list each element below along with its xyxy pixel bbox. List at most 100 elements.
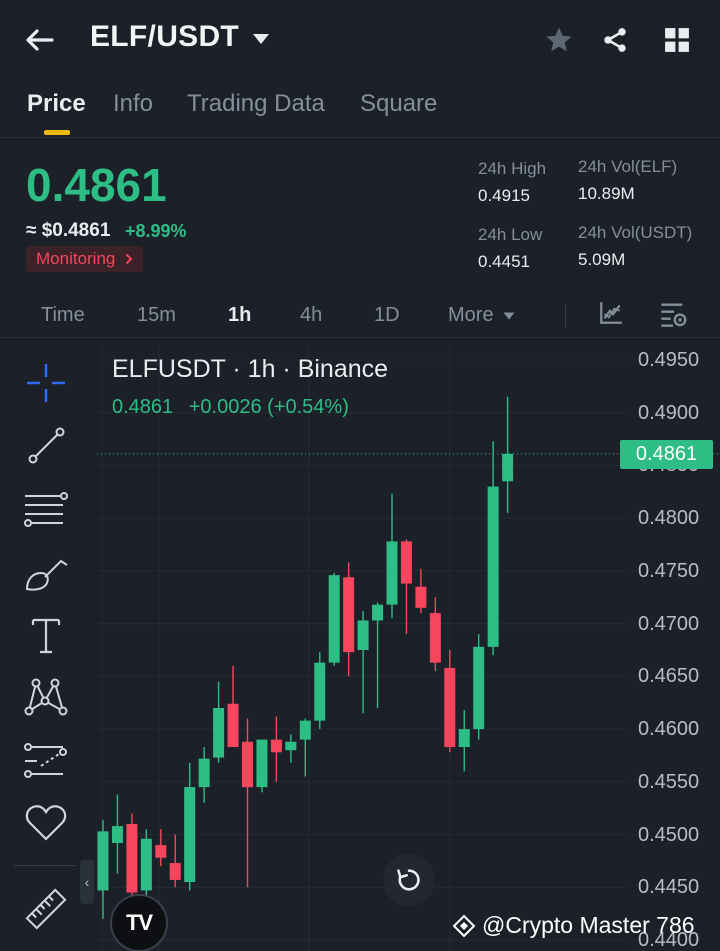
interval-time[interactable]: Time xyxy=(41,304,85,326)
crosshair-tool[interactable] xyxy=(20,357,72,409)
price-axis-label: 0.4600 xyxy=(638,718,700,741)
fib-tool[interactable] xyxy=(20,483,72,535)
candle-body xyxy=(184,787,196,882)
vol-quote-value: 5.09M xyxy=(578,250,626,269)
price-axis-label: 0.4900 xyxy=(638,401,700,424)
vol-base-value: 10.89M xyxy=(578,184,635,203)
brush-tool[interactable] xyxy=(20,548,72,600)
text-icon xyxy=(31,618,61,654)
candle-body xyxy=(256,739,268,788)
toolbar-divider xyxy=(14,865,76,866)
pair-title[interactable]: ELF/USDT xyxy=(90,20,240,53)
forecast-tool[interactable] xyxy=(20,735,72,787)
active-tab-indicator xyxy=(44,130,70,135)
monitoring-label: Monitoring xyxy=(36,249,116,268)
interval-divider xyxy=(565,304,566,328)
trend-line-tool[interactable] xyxy=(20,419,72,471)
chevron-right-icon xyxy=(126,253,133,265)
candle-body xyxy=(270,739,282,753)
back-arrow-icon xyxy=(26,29,54,51)
interval-1h[interactable]: 1h xyxy=(228,304,252,326)
reset-icon xyxy=(397,869,420,891)
pattern-tool[interactable] xyxy=(20,671,72,723)
tradingview-logo: TV xyxy=(110,894,168,951)
favorite-tool[interactable] xyxy=(20,797,72,849)
favorite-icon xyxy=(25,805,67,841)
price-axis-label: 0.4800 xyxy=(638,507,700,530)
candle-body xyxy=(140,838,152,891)
candle-body xyxy=(299,720,311,740)
indicator-icon[interactable] xyxy=(598,300,624,331)
interval-more[interactable]: More xyxy=(448,304,515,327)
vol-base-label: 24h Vol(ELF) xyxy=(578,157,678,176)
tab-square[interactable]: Square xyxy=(360,90,438,117)
share-icon[interactable] xyxy=(597,22,633,58)
price-axis-label: 0.4450 xyxy=(638,876,700,899)
caret-down-icon xyxy=(503,312,515,320)
low-value: 0.4451 xyxy=(478,252,530,271)
candle-body xyxy=(343,577,355,653)
candle-body xyxy=(357,620,369,650)
monitoring-badge[interactable]: Monitoring xyxy=(26,246,144,272)
candle-body xyxy=(386,541,398,605)
reset-chart-button[interactable] xyxy=(383,854,435,906)
chart-settings-icon[interactable] xyxy=(659,300,687,333)
toolbar-collapse-button[interactable]: ‹ xyxy=(80,860,94,904)
candle-body xyxy=(97,831,109,891)
interval-more-label: More xyxy=(448,304,494,326)
tab-info[interactable]: Info xyxy=(113,90,154,117)
interval-1d[interactable]: 1D xyxy=(374,304,400,326)
grid-menu-icon[interactable] xyxy=(659,22,695,58)
candle-body xyxy=(285,741,297,751)
high-value: 0.4915 xyxy=(478,186,530,205)
brush-icon xyxy=(25,559,68,591)
forecast-icon xyxy=(24,743,67,778)
high-label: 24h High xyxy=(478,159,547,178)
fib-lines-icon xyxy=(24,492,68,527)
chart-symbol-title: ELFUSDT · 1h · Binance xyxy=(112,355,389,383)
chart-change-pct: (+0.54%) xyxy=(267,396,349,418)
price-axis-label: 0.4650 xyxy=(638,665,700,688)
last-price-tag: 0.4861 xyxy=(620,440,713,469)
vol-quote-label: 24h Vol(USDT) xyxy=(578,223,693,242)
crosshair-icon xyxy=(27,364,65,402)
candle-body xyxy=(429,613,441,663)
candle-body xyxy=(458,729,470,748)
candle-body xyxy=(213,708,225,758)
candlestick-chart[interactable] xyxy=(97,345,720,951)
candle-body xyxy=(444,667,456,748)
ruler-tool[interactable] xyxy=(20,883,72,935)
last-price: 0.4861 xyxy=(26,159,167,211)
price-axis-label: 0.4750 xyxy=(638,559,700,582)
candle-body xyxy=(155,845,167,858)
price-axis-label: 0.4700 xyxy=(638,612,700,635)
pair-dropdown-icon[interactable] xyxy=(252,32,270,50)
chart-last-price: 0.4861 xyxy=(112,396,174,418)
tab-price[interactable]: Price xyxy=(27,90,86,117)
candle-body xyxy=(242,741,253,788)
back-button[interactable] xyxy=(24,20,68,60)
candle-body xyxy=(198,758,210,788)
watermark: @Crypto Master 786 xyxy=(452,912,695,939)
candle-body xyxy=(400,541,412,584)
candle-body xyxy=(487,486,499,647)
interval-4h[interactable]: 4h xyxy=(300,304,323,326)
low-label: 24h Low xyxy=(478,225,543,244)
tab-trading-data[interactable]: Trading Data xyxy=(187,90,325,117)
candle-body xyxy=(126,824,138,893)
interval-bar: Time 15m 1h 4h 1D More xyxy=(0,292,720,338)
interval-15m[interactable]: 15m xyxy=(137,304,176,326)
candle-body xyxy=(227,703,239,748)
tab-bar: Price Info Trading Data Square xyxy=(0,82,720,138)
change-percent: +8.99% xyxy=(125,221,187,241)
text-tool[interactable] xyxy=(20,609,72,661)
candle-body xyxy=(502,453,514,482)
candle-body xyxy=(415,586,427,608)
candle-body xyxy=(314,662,326,721)
binance-diamond-icon xyxy=(452,914,476,937)
price-axis-label: 0.4400 xyxy=(638,929,700,951)
chart-change-abs: +0.0026 xyxy=(188,396,262,418)
favorite-star-icon[interactable] xyxy=(541,22,577,58)
price-axis-label: 0.4500 xyxy=(638,823,700,846)
pattern-icon xyxy=(24,678,68,716)
